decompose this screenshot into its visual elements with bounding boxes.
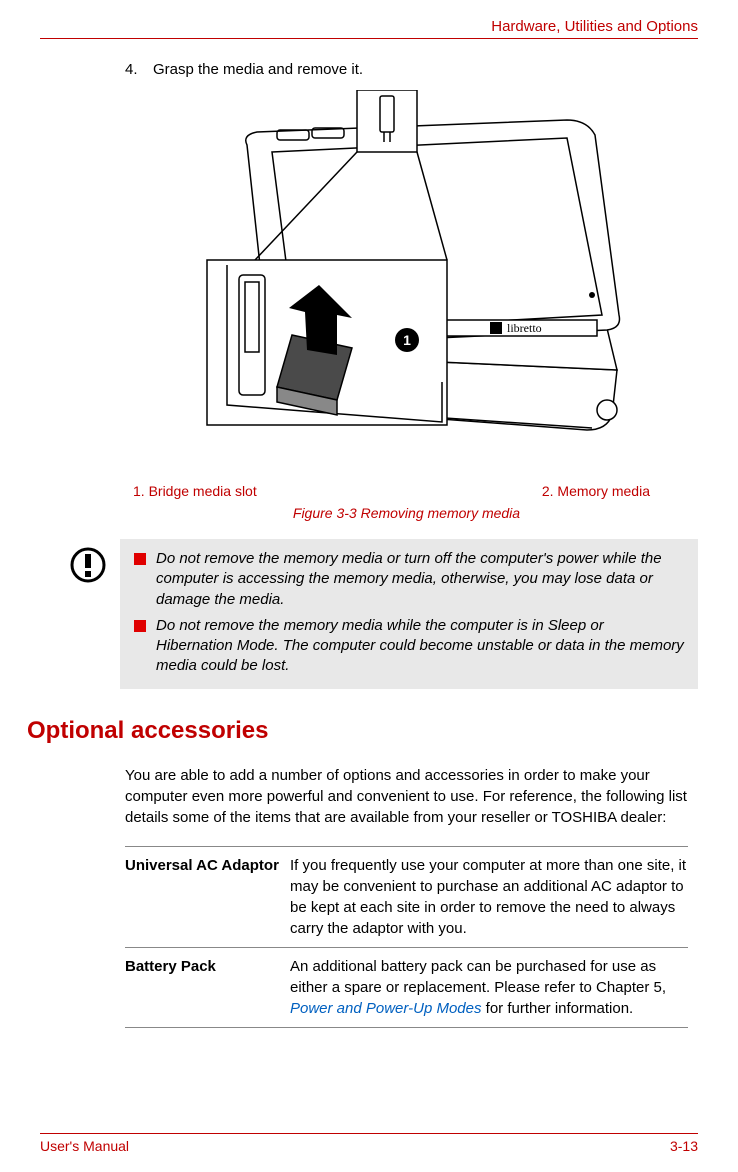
warning-item-2: Do not remove the memory media while the… — [134, 616, 684, 677]
step-text: Grasp the media and remove it. — [153, 61, 363, 78]
accessory-desc-2a: An additional battery pack can be purcha… — [290, 958, 666, 996]
bullet-icon — [134, 553, 146, 565]
step-4: 4. Grasp the media and remove it. — [125, 61, 688, 78]
page-footer: User's Manual 3-13 — [40, 1133, 698, 1154]
svg-text:1: 1 — [403, 332, 411, 348]
accessory-name-1: Universal AC Adaptor — [125, 855, 290, 939]
warning-icon — [70, 547, 106, 583]
legend-1: 1. Bridge media slot — [133, 483, 257, 499]
table-row: Universal AC Adaptor If you frequently u… — [125, 846, 688, 947]
section-heading: Optional accessories — [27, 717, 688, 745]
warning-item-1: Do not remove the memory media or turn o… — [134, 549, 684, 610]
bullet-icon — [134, 620, 146, 632]
page-header: Hardware, Utilities and Options — [40, 18, 698, 39]
footer-left: User's Manual — [40, 1138, 129, 1154]
accessory-desc-2b: for further information. — [481, 1000, 633, 1017]
section-intro: You are able to add a number of options … — [125, 765, 688, 828]
power-modes-link[interactable]: Power and Power-Up Modes — [290, 1000, 481, 1017]
callout-1: 1 — [395, 328, 419, 352]
device-brand-label: libretto — [507, 321, 542, 335]
figure-caption: Figure 3-3 Removing memory media — [125, 505, 688, 521]
warning-block: Do not remove the memory media or turn o… — [70, 539, 698, 689]
accessory-name-2: Battery Pack — [125, 956, 290, 1019]
table-row: Battery Pack An additional battery pack … — [125, 947, 688, 1028]
footer-right: 3-13 — [670, 1138, 698, 1154]
warning-text-1: Do not remove the memory media or turn o… — [156, 549, 684, 610]
legend-2: 2. Memory media — [542, 483, 650, 499]
accessory-table: Universal AC Adaptor If you frequently u… — [125, 846, 688, 1028]
step-number: 4. — [125, 61, 143, 78]
header-section-title: Hardware, Utilities and Options — [491, 18, 698, 35]
device-illustration: libretto — [187, 90, 627, 460]
accessory-desc-2: An additional battery pack can be purcha… — [290, 956, 688, 1019]
accessory-desc-1: If you frequently use your computer at m… — [290, 855, 688, 939]
figure-container: libretto — [187, 90, 627, 465]
warning-text-2: Do not remove the memory media while the… — [156, 616, 684, 677]
figure-legend: 1. Bridge media slot 2. Memory media — [125, 483, 688, 499]
